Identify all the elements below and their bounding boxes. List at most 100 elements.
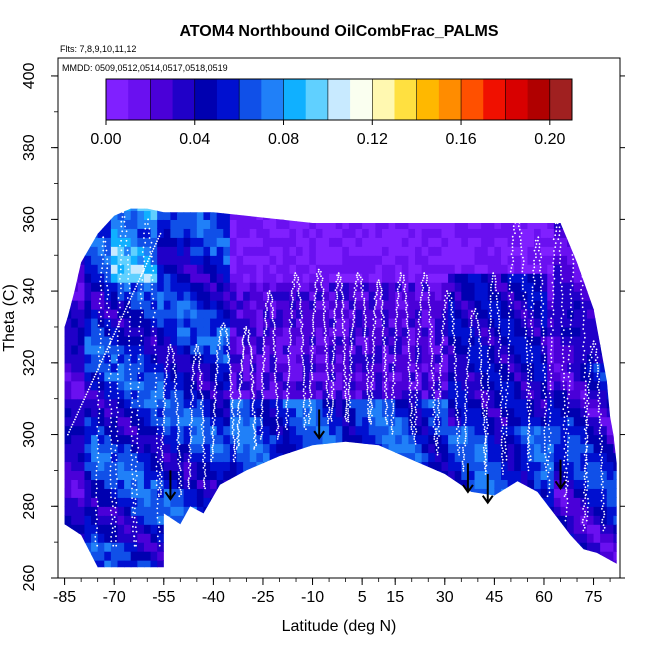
heatmap-cell [348, 282, 357, 292]
heatmap-cell [500, 273, 509, 283]
heatmap-cell [110, 353, 119, 364]
heatmap-cell [586, 389, 595, 400]
heatmap-cell [97, 273, 105, 283]
heatmap-cell [434, 335, 443, 346]
heatmap-cell [547, 264, 555, 274]
profile-point [180, 493, 183, 495]
profile-point [221, 324, 224, 327]
profile-point [253, 428, 256, 431]
heatmap-cell [110, 344, 119, 355]
heatmap-cell [289, 219, 297, 229]
heatmap-cell [375, 425, 383, 436]
profile-point [116, 444, 118, 447]
profile-point [188, 483, 190, 486]
heatmap-cell [143, 533, 152, 543]
heatmap-cell [97, 371, 105, 382]
heatmap-cell [124, 362, 132, 373]
heatmap-cell [381, 255, 390, 265]
profile-point [290, 312, 292, 315]
heatmap-cell [130, 228, 138, 238]
heatmap-cell [183, 398, 191, 409]
profile-point [241, 343, 244, 346]
heatmap-cell [276, 380, 284, 391]
profile-point [303, 397, 306, 399]
heatmap-cell [269, 443, 277, 454]
profile-point [126, 311, 129, 314]
profile-point [250, 350, 253, 353]
heatmap-cell [481, 344, 489, 355]
heatmap-cell [467, 443, 476, 454]
heatmap-cell [461, 452, 469, 463]
heatmap-cell [322, 237, 330, 247]
profile-point [138, 325, 141, 328]
profile-point [99, 373, 101, 375]
profile-point [261, 408, 263, 411]
profile-point [238, 411, 241, 414]
heatmap-cell [355, 237, 363, 247]
heatmap-cell [64, 362, 72, 373]
heatmap-cell [157, 479, 165, 489]
heatmap-cell [84, 380, 92, 391]
profile-point [200, 382, 203, 385]
heatmap-cell [500, 255, 509, 265]
profile-point [105, 249, 108, 252]
heatmap-cell [415, 273, 423, 283]
heatmap-cell [467, 407, 476, 418]
heatmap-cell [487, 353, 495, 364]
heatmap-cell [282, 273, 291, 283]
heatmap-cell [441, 407, 449, 418]
heatmap-cell [177, 237, 185, 247]
heatmap-cell [527, 434, 535, 445]
profile-point [293, 274, 296, 277]
heatmap-cell [223, 255, 231, 265]
profile-point [134, 502, 137, 505]
heatmap-cell [196, 506, 205, 516]
heatmap-cell [256, 335, 264, 346]
heatmap-cell [586, 461, 595, 472]
heatmap-cell [421, 228, 429, 238]
heatmap-cell [229, 461, 238, 472]
heatmap-cell [415, 335, 423, 346]
heatmap-cell [104, 228, 112, 238]
profile-point [260, 433, 263, 436]
heatmap-cell [256, 264, 264, 274]
heatmap-cell [534, 461, 542, 472]
profile-point [291, 287, 294, 290]
heatmap-cell [97, 488, 105, 498]
heatmap-cell [210, 255, 218, 265]
profile-point [144, 223, 147, 225]
profile-point [243, 347, 245, 349]
profile-point [275, 419, 278, 421]
profile-point [247, 340, 250, 342]
heatmap-cell [335, 291, 343, 301]
heatmap-cell [130, 389, 138, 400]
heatmap-cell [289, 389, 297, 400]
heatmap-cell [97, 362, 105, 373]
profile-point [202, 421, 204, 424]
heatmap-cell [170, 479, 178, 489]
profile-point [202, 479, 205, 481]
heatmap-cell [302, 362, 310, 373]
profile-point [263, 332, 266, 335]
heatmap-cell [150, 362, 158, 373]
heatmap-cell [196, 461, 205, 472]
profile-point [210, 458, 212, 461]
heatmap-cell [203, 380, 211, 391]
heatmap-cell [124, 524, 132, 534]
heatmap-cell [296, 255, 304, 265]
profile-point [160, 467, 163, 469]
heatmap-cell [262, 425, 271, 436]
profile-point [96, 434, 98, 437]
heatmap-cell [130, 318, 138, 328]
heatmap-cell [203, 291, 211, 301]
profile-point [109, 469, 112, 472]
heatmap-cell [124, 237, 132, 247]
heatmap-cell [163, 219, 171, 229]
heatmap-cell [276, 291, 284, 301]
heatmap-cell [514, 362, 522, 373]
heatmap-cell [600, 407, 608, 418]
heatmap-cell [500, 309, 509, 319]
profile-point [251, 413, 254, 415]
profile-point [229, 389, 232, 392]
heatmap-cell [77, 264, 86, 274]
